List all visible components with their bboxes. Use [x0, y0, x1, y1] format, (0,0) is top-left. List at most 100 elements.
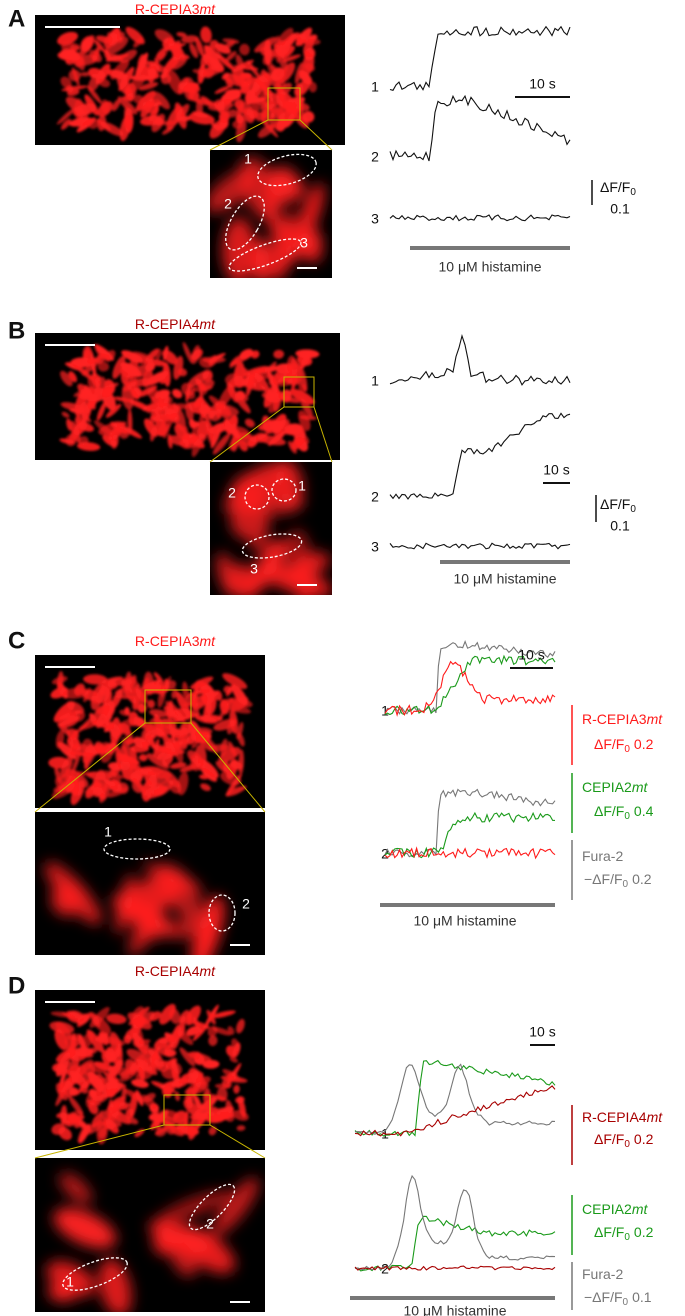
- blob: [147, 69, 156, 79]
- blob: [125, 26, 145, 45]
- panel-label: A: [8, 5, 25, 32]
- roi-box: [283, 376, 315, 408]
- roi-outline: [103, 838, 171, 860]
- blob: [174, 423, 187, 439]
- signal: [48, 671, 253, 806]
- blob: [167, 434, 173, 449]
- blob: [210, 425, 222, 449]
- label-part: ΔF/F: [600, 496, 630, 512]
- blob: [86, 1029, 105, 1053]
- label-part: mt: [647, 1109, 664, 1125]
- stimulus: 10 μM histamine: [439, 259, 542, 275]
- blob: [55, 1082, 69, 1101]
- blob: [203, 67, 215, 79]
- trace: [354, 1265, 556, 1271]
- blob: [246, 373, 255, 397]
- df-value: 0.1: [610, 518, 630, 534]
- blob: [58, 715, 81, 727]
- blob: [83, 674, 108, 685]
- trace: [389, 25, 571, 91]
- blob: [248, 109, 259, 120]
- label-part: Fura-2: [582, 848, 623, 864]
- roi-label: 3: [300, 235, 308, 251]
- trace-label: 3: [371, 211, 379, 227]
- roi-label: 2: [224, 196, 232, 212]
- blob: [228, 435, 241, 451]
- blob: [289, 388, 315, 405]
- roi-box: [267, 87, 301, 121]
- blob: [222, 217, 257, 278]
- blob: [86, 771, 112, 781]
- blob: [136, 1027, 144, 1048]
- label: CEPIA2mt: [582, 779, 648, 795]
- blob: [141, 1094, 157, 1109]
- blob: [195, 715, 218, 724]
- blob: [303, 36, 315, 55]
- blob: [141, 785, 167, 796]
- label-part: 0.2: [634, 1131, 654, 1147]
- blob: [282, 363, 305, 369]
- blob: [218, 404, 232, 419]
- blob: [147, 771, 165, 779]
- blob: [155, 348, 162, 361]
- blob: [117, 31, 125, 41]
- blob: [125, 737, 135, 746]
- blob: [91, 1113, 103, 1128]
- trace: [389, 333, 571, 386]
- label-part: 0: [630, 187, 636, 198]
- label-part: −ΔF/F: [584, 1289, 623, 1305]
- blob: [100, 121, 124, 137]
- time-scale: 10 s: [529, 76, 555, 92]
- blob: [57, 31, 78, 46]
- blob: [80, 36, 94, 52]
- blob: [124, 707, 130, 716]
- blob: [58, 710, 82, 720]
- trace-label: 3: [371, 539, 379, 555]
- blob: [141, 728, 152, 750]
- connector: [34, 722, 146, 813]
- blob: [96, 401, 107, 421]
- blob: [231, 685, 248, 706]
- blob: [146, 753, 170, 769]
- time-scale: 10 s: [518, 647, 544, 663]
- blob: [191, 694, 208, 710]
- roi-label: 1: [66, 1274, 74, 1290]
- blob: [190, 754, 200, 764]
- blob: [172, 388, 183, 399]
- label-part: mt: [632, 779, 649, 795]
- blob: [182, 341, 194, 364]
- stimulus: 10 μM histamine: [414, 913, 517, 929]
- trace: [389, 94, 571, 162]
- blob: [132, 686, 148, 711]
- label: ΔF/F0 0.2: [594, 1131, 654, 1150]
- label: R-CEPIA3mt: [135, 633, 216, 649]
- blob: [281, 54, 301, 63]
- label-part: Fura-2: [582, 1266, 623, 1282]
- blob: [68, 371, 78, 383]
- blob: [60, 48, 81, 61]
- blob: [69, 408, 84, 414]
- blob: [191, 425, 199, 439]
- blob: [233, 65, 259, 71]
- blob: [93, 704, 110, 720]
- blob: [51, 1123, 66, 1135]
- blob: [162, 345, 169, 361]
- blob: [120, 365, 132, 378]
- blob: [162, 1081, 177, 1092]
- roi-label: 1: [244, 151, 252, 167]
- blob: [97, 114, 107, 131]
- label-part: 0: [623, 1297, 629, 1308]
- roi-outline: [228, 238, 302, 272]
- trace-label: 1: [371, 373, 379, 389]
- blob: [124, 1058, 138, 1076]
- blob: [276, 107, 285, 120]
- blob: [85, 1074, 97, 1087]
- blob: [98, 78, 111, 88]
- label-part: mt: [632, 1201, 649, 1217]
- blob: [60, 370, 73, 387]
- roi-outline: [188, 1183, 236, 1231]
- blob: [97, 101, 113, 117]
- blob: [138, 754, 148, 762]
- blob: [167, 911, 216, 939]
